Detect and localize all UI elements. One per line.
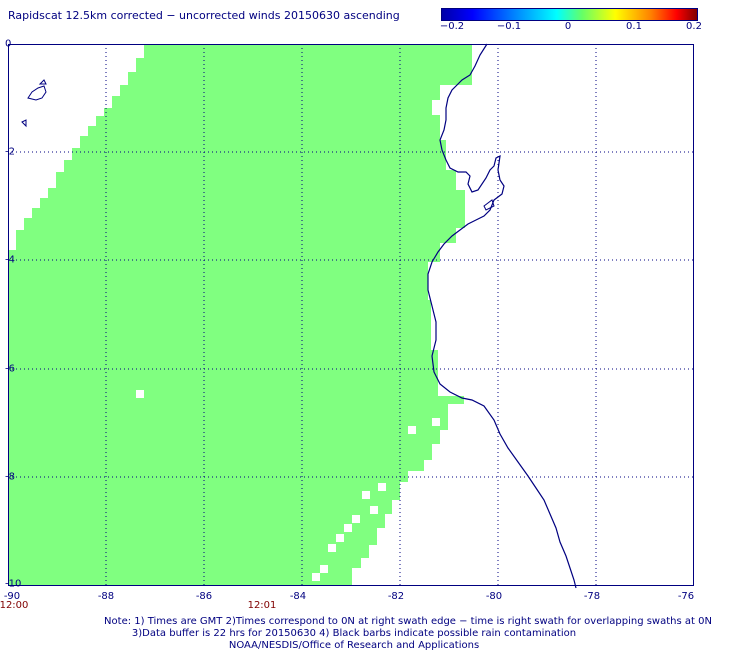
x-tick-label: -84 [289,591,307,602]
note-line: Note: 1) Times are GMT 2)Times correspon… [104,616,712,627]
colorbar-label: 0.2 [686,21,702,32]
swath-coverage [8,44,472,586]
missing-cells [136,390,440,581]
map-frame [8,44,694,586]
puna-island [483,199,495,211]
y-tick-label: -6 [5,363,15,375]
x-tick-label: -90 [3,591,21,602]
colorbar-label: −0.1 [496,21,522,32]
y-tick-label: 0 [5,38,12,50]
colorbar-label: 0.1 [626,21,642,32]
coastline [427,43,577,589]
x-tick-label: -82 [387,591,405,602]
y-tick-label: -2 [5,146,15,158]
time-label: 12:01 [247,600,277,611]
galapagos-islands [21,79,47,128]
colorbar-label: −0.2 [439,21,465,32]
colorbar [441,8,698,21]
y-tick-label: -4 [5,254,15,266]
x-tick-label: -76 [677,591,695,602]
x-tick-label: -78 [583,591,601,602]
colorbar-label: 0 [564,21,572,32]
map-title: Rapidscat 12.5km corrected − uncorrected… [8,9,400,22]
x-tick-label: -88 [97,591,115,602]
note-line: 3)Data buffer is 22 hrs for 20150630 4) … [131,628,577,639]
credit-line: NOAA/NESDIS/Office of Research and Appli… [228,640,480,651]
y-tick-label: -10 [5,578,22,590]
y-tick-label: -8 [5,471,15,483]
x-tick-label: -86 [195,591,213,602]
time-label: 12:00 [0,600,29,611]
x-tick-label: -80 [485,591,503,602]
